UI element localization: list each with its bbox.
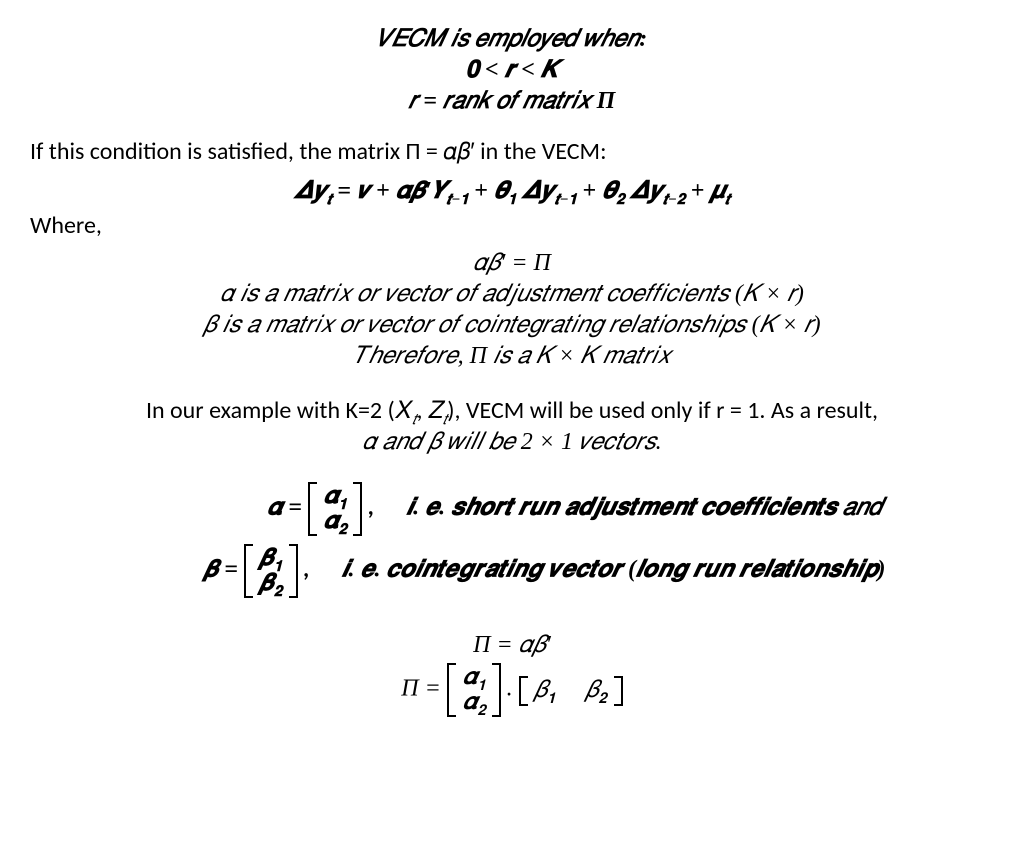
def-ab-pi: 𝛼𝛽′ = Π [30,250,994,277]
alpha-desc: 𝒊. 𝒆. 𝒔𝒉𝒐𝒓𝒕 𝒓𝒖𝒏 𝒂𝒅𝒋𝒖𝒔𝒕𝒎𝒆𝒏𝒕 𝒄𝒐𝒆𝒇𝒇𝒊𝒄𝒊𝒆𝒏𝒕𝒔 … [406,495,882,521]
beta-matrix: 𝜷𝟏 𝜷𝟐 [244,544,298,598]
beta-desc: 𝒊. 𝒆. 𝒄𝒐𝒊𝒏𝒕𝒆𝒈𝒓𝒂𝒕𝒊𝒏𝒈 𝒗𝒆𝒄𝒕𝒐𝒓 (𝒍𝒐𝒏𝒈 𝒓𝒖𝒏 𝒓𝒆𝒍… [342,557,886,583]
rhs5: + 𝝁 [691,178,725,204]
beta-vector-row: 𝜷 = 𝜷𝟏 𝜷𝟐 , 𝒊. 𝒆. 𝒄𝒐𝒊𝒏𝒕𝒆𝒈𝒓𝒂𝒕𝒊𝒏𝒈 𝒗𝒆𝒄𝒕𝒐𝒓 (… [30,544,994,598]
a2s: 𝟐 [339,522,347,538]
left-bracket-icon [519,676,529,706]
example-mid1: , 𝑍 [417,396,443,425]
example-paragraph: In our example with K=2 (𝑋𝑡, 𝑍𝑡), VECM w… [30,396,994,456]
b2: 𝜷 [259,570,273,596]
right-bracket-icon [613,676,623,706]
def-beta: 𝛽 𝑖𝑠 𝑎 𝑚𝑎𝑡𝑟𝑖𝑥 𝑜𝑟 𝑣𝑒𝑐𝑡𝑜𝑟 𝑜𝑓 𝑐𝑜𝑖𝑛𝑡𝑒𝑔𝑟𝑎𝑡𝑖𝑛𝑔… [30,312,994,339]
pa2s: 𝟐 [477,703,485,719]
sub-tm2: 𝒕−𝟐 [663,192,685,208]
rhs4: + 𝜽 [582,178,616,204]
sub-tm1b: 𝒕−𝟏 [555,192,577,208]
a1: 𝜶 [323,483,338,509]
alpha-vector-row: 𝜶 = 𝜶𝟏 𝜶𝟐 , 𝒊. 𝒆. 𝒔𝒉𝒐𝒓𝒕 𝒓𝒖𝒏 𝒂𝒅𝒋𝒖𝒔𝒕𝒎𝒆𝒏𝒕 𝒄… [30,482,994,536]
beta-eq: 𝜷 = [204,557,244,583]
left-bracket-icon [244,544,254,598]
pi-alpha-matrix: 𝜶𝟏 𝜶𝟐 [447,663,501,717]
rhs3: 𝜟𝒚 [522,178,555,204]
comma1: , [368,493,401,522]
pa2: 𝜶 [462,689,477,715]
right-bracket-icon [491,663,501,717]
def-therefore: 𝑇ℎ𝑒𝑟𝑒𝑓𝑜𝑟𝑒, Π 𝑖𝑠 𝑎 𝐾 × 𝐾 𝑚𝑎𝑡𝑟𝑖𝑥 [30,343,994,370]
left-bracket-icon [308,482,318,536]
rank-definition: 𝑟 = 𝑟𝑎𝑛𝑘 𝑜𝑓 𝑚𝑎𝑡𝑟𝑖𝑥 Π [30,88,994,115]
rb2: 𝛽 [585,677,598,703]
pi-beta-rowvec: 𝛽𝟏 𝛽𝟐 [519,674,623,705]
left-bracket-icon [447,663,457,717]
comma2: , [303,555,336,584]
condition-range: 𝟎 < 𝒓 < 𝑲 [30,57,994,84]
vecm-equation: 𝜟𝒚𝒕 = 𝒗 + 𝜶𝜷′𝒀𝒕−𝟏 + 𝜽𝟏 𝜟𝒚𝒕−𝟏 + 𝜽𝟐 𝜟𝒚𝒕−𝟐 … [30,176,994,205]
rhs3b: 𝜟𝒚 [630,178,663,204]
title-text: 𝑉𝐸𝐶𝑀 𝑖𝑠 𝑒𝑚𝑝𝑙𝑜𝑦𝑒𝑑 𝑤ℎ𝑒𝑛: [377,26,648,52]
example-mid2: ), VECM will be used only if r = 1. As a… [447,396,878,425]
example-line2: 𝛼 𝑎𝑛𝑑 𝛽 𝑤𝑖𝑙𝑙 𝑏𝑒 2 × 1 𝑣𝑒𝑐𝑡𝑜𝑟𝑠. [30,429,994,456]
sub-2a: 𝟐 [616,192,624,208]
rhs2: + 𝜽 [474,178,508,204]
sub-tc: 𝒕 [725,192,730,208]
where-label: Where, [30,211,994,240]
pi-eq2: Π = 𝜶𝟏 𝜶𝟐 . 𝛽𝟏 𝛽𝟐 [30,663,994,717]
alpha-matrix: 𝜶𝟏 𝜶𝟐 [308,482,362,536]
title-line: 𝑉𝐸𝐶𝑀 𝑖𝑠 𝑒𝑚𝑝𝑙𝑜𝑦𝑒𝑑 𝑤ℎ𝑒𝑛: [30,24,994,53]
pi-eq1: Π = 𝛼𝛽′ [30,632,994,659]
rb2s: 𝟐 [598,691,606,707]
sub-t: 𝒕 [327,192,332,208]
right-bracket-icon [288,544,298,598]
sub-tm1: 𝒕−𝟏 [446,192,468,208]
para-condition: If this condition is satisfied, the matr… [30,137,994,166]
rb1: 𝛽 [534,677,547,703]
a2: 𝜶 [323,508,338,534]
delta-y: 𝜟𝒚 [294,178,327,204]
rb1s: 𝟏 [547,691,555,707]
sub-1a: 𝟏 [508,192,516,208]
rhs1: = 𝒗 + 𝜶𝜷′𝒀 [337,178,446,204]
example-pre: In our example with K=2 (𝑋 [146,396,412,425]
b1: 𝜷 [259,545,273,571]
def-alpha: 𝛼 𝑖𝑠 𝑎 𝑚𝑎𝑡𝑟𝑖𝑥 𝑜𝑟 𝑣𝑒𝑐𝑡𝑜𝑟 𝑜𝑓 𝑎𝑑𝑗𝑢𝑠𝑡𝑚𝑒𝑛𝑡 𝑐𝑜… [30,281,994,308]
alpha-eq: 𝜶 = [267,495,308,521]
b2s: 𝟐 [274,584,282,600]
right-bracket-icon [352,482,362,536]
pa1: 𝜶 [462,664,477,690]
dot: . [507,676,519,702]
pi-eq2-lhs: Π = [401,676,447,702]
